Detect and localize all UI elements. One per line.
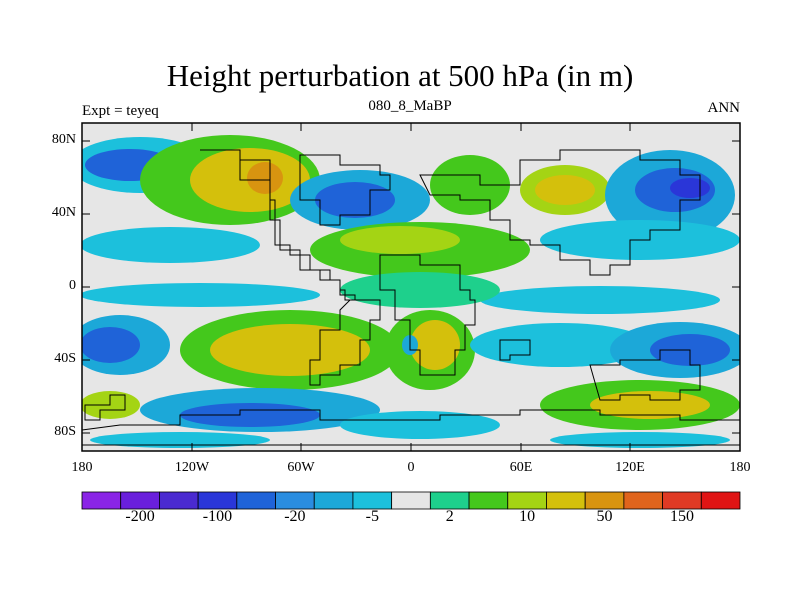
lat-label-80n: 80N bbox=[51, 132, 76, 147]
colorbar-tick-label: 50 bbox=[596, 508, 613, 525]
lon-label-60w: 60W bbox=[287, 460, 315, 475]
colorbar-tick-label: -5 bbox=[365, 508, 379, 525]
colorbar-swatch bbox=[159, 491, 199, 510]
colorbar-swatch bbox=[429, 491, 470, 510]
contour-field bbox=[82, 123, 740, 451]
colorbar-tick-label: 150 bbox=[669, 508, 694, 525]
experiment-label: Expt = teyeq bbox=[82, 103, 159, 119]
coastlines bbox=[82, 149, 740, 446]
colorbar-swatch bbox=[120, 491, 160, 510]
colorbar-swatch bbox=[468, 491, 509, 510]
colorbar-swatch bbox=[197, 491, 238, 510]
colorbar-swatch bbox=[313, 491, 354, 510]
colorbar-swatch bbox=[546, 491, 586, 510]
period-label: 080_8_MaBP bbox=[368, 98, 452, 114]
colorbar-swatch bbox=[352, 491, 393, 510]
colorbar-tick-label: -20 bbox=[284, 508, 306, 525]
colorbar-swatch bbox=[391, 491, 431, 510]
colorbar-tick-label: -200 bbox=[125, 508, 155, 525]
colorbar bbox=[81, 491, 741, 510]
map-title: Height perturbation at 500 hPa (in m) bbox=[166, 58, 634, 93]
axis-ticks bbox=[82, 123, 740, 451]
lat-label-40n: 40N bbox=[51, 205, 76, 220]
lon-label-120e: 120E bbox=[615, 460, 645, 475]
season-label: ANN bbox=[707, 100, 741, 116]
colorbar-swatch bbox=[662, 491, 702, 510]
lat-label-0: 0 bbox=[69, 278, 76, 293]
lon-label-120w: 120W bbox=[174, 460, 210, 475]
colorbar-swatch bbox=[584, 491, 625, 510]
lat-label-40s: 40S bbox=[54, 351, 76, 366]
colorbar-swatch bbox=[507, 491, 547, 510]
lon-label-0: 0 bbox=[407, 460, 415, 475]
colorbar-swatch bbox=[700, 491, 741, 510]
lon-label-180w: 180 bbox=[71, 460, 93, 475]
lon-label-60e: 60E bbox=[509, 460, 533, 475]
lat-label-80s: 80S bbox=[54, 424, 76, 439]
colorbar-swatch bbox=[623, 491, 663, 510]
colorbar-tick-label: -100 bbox=[202, 508, 233, 525]
colorbar-tick-label: 10 bbox=[519, 508, 536, 525]
colorbar-swatch bbox=[236, 491, 276, 510]
colorbar-swatch bbox=[275, 491, 315, 510]
colorbar-swatch bbox=[81, 491, 122, 510]
lon-label-180e: 180 bbox=[729, 460, 751, 475]
colorbar-tick-label: 2 bbox=[445, 508, 454, 525]
